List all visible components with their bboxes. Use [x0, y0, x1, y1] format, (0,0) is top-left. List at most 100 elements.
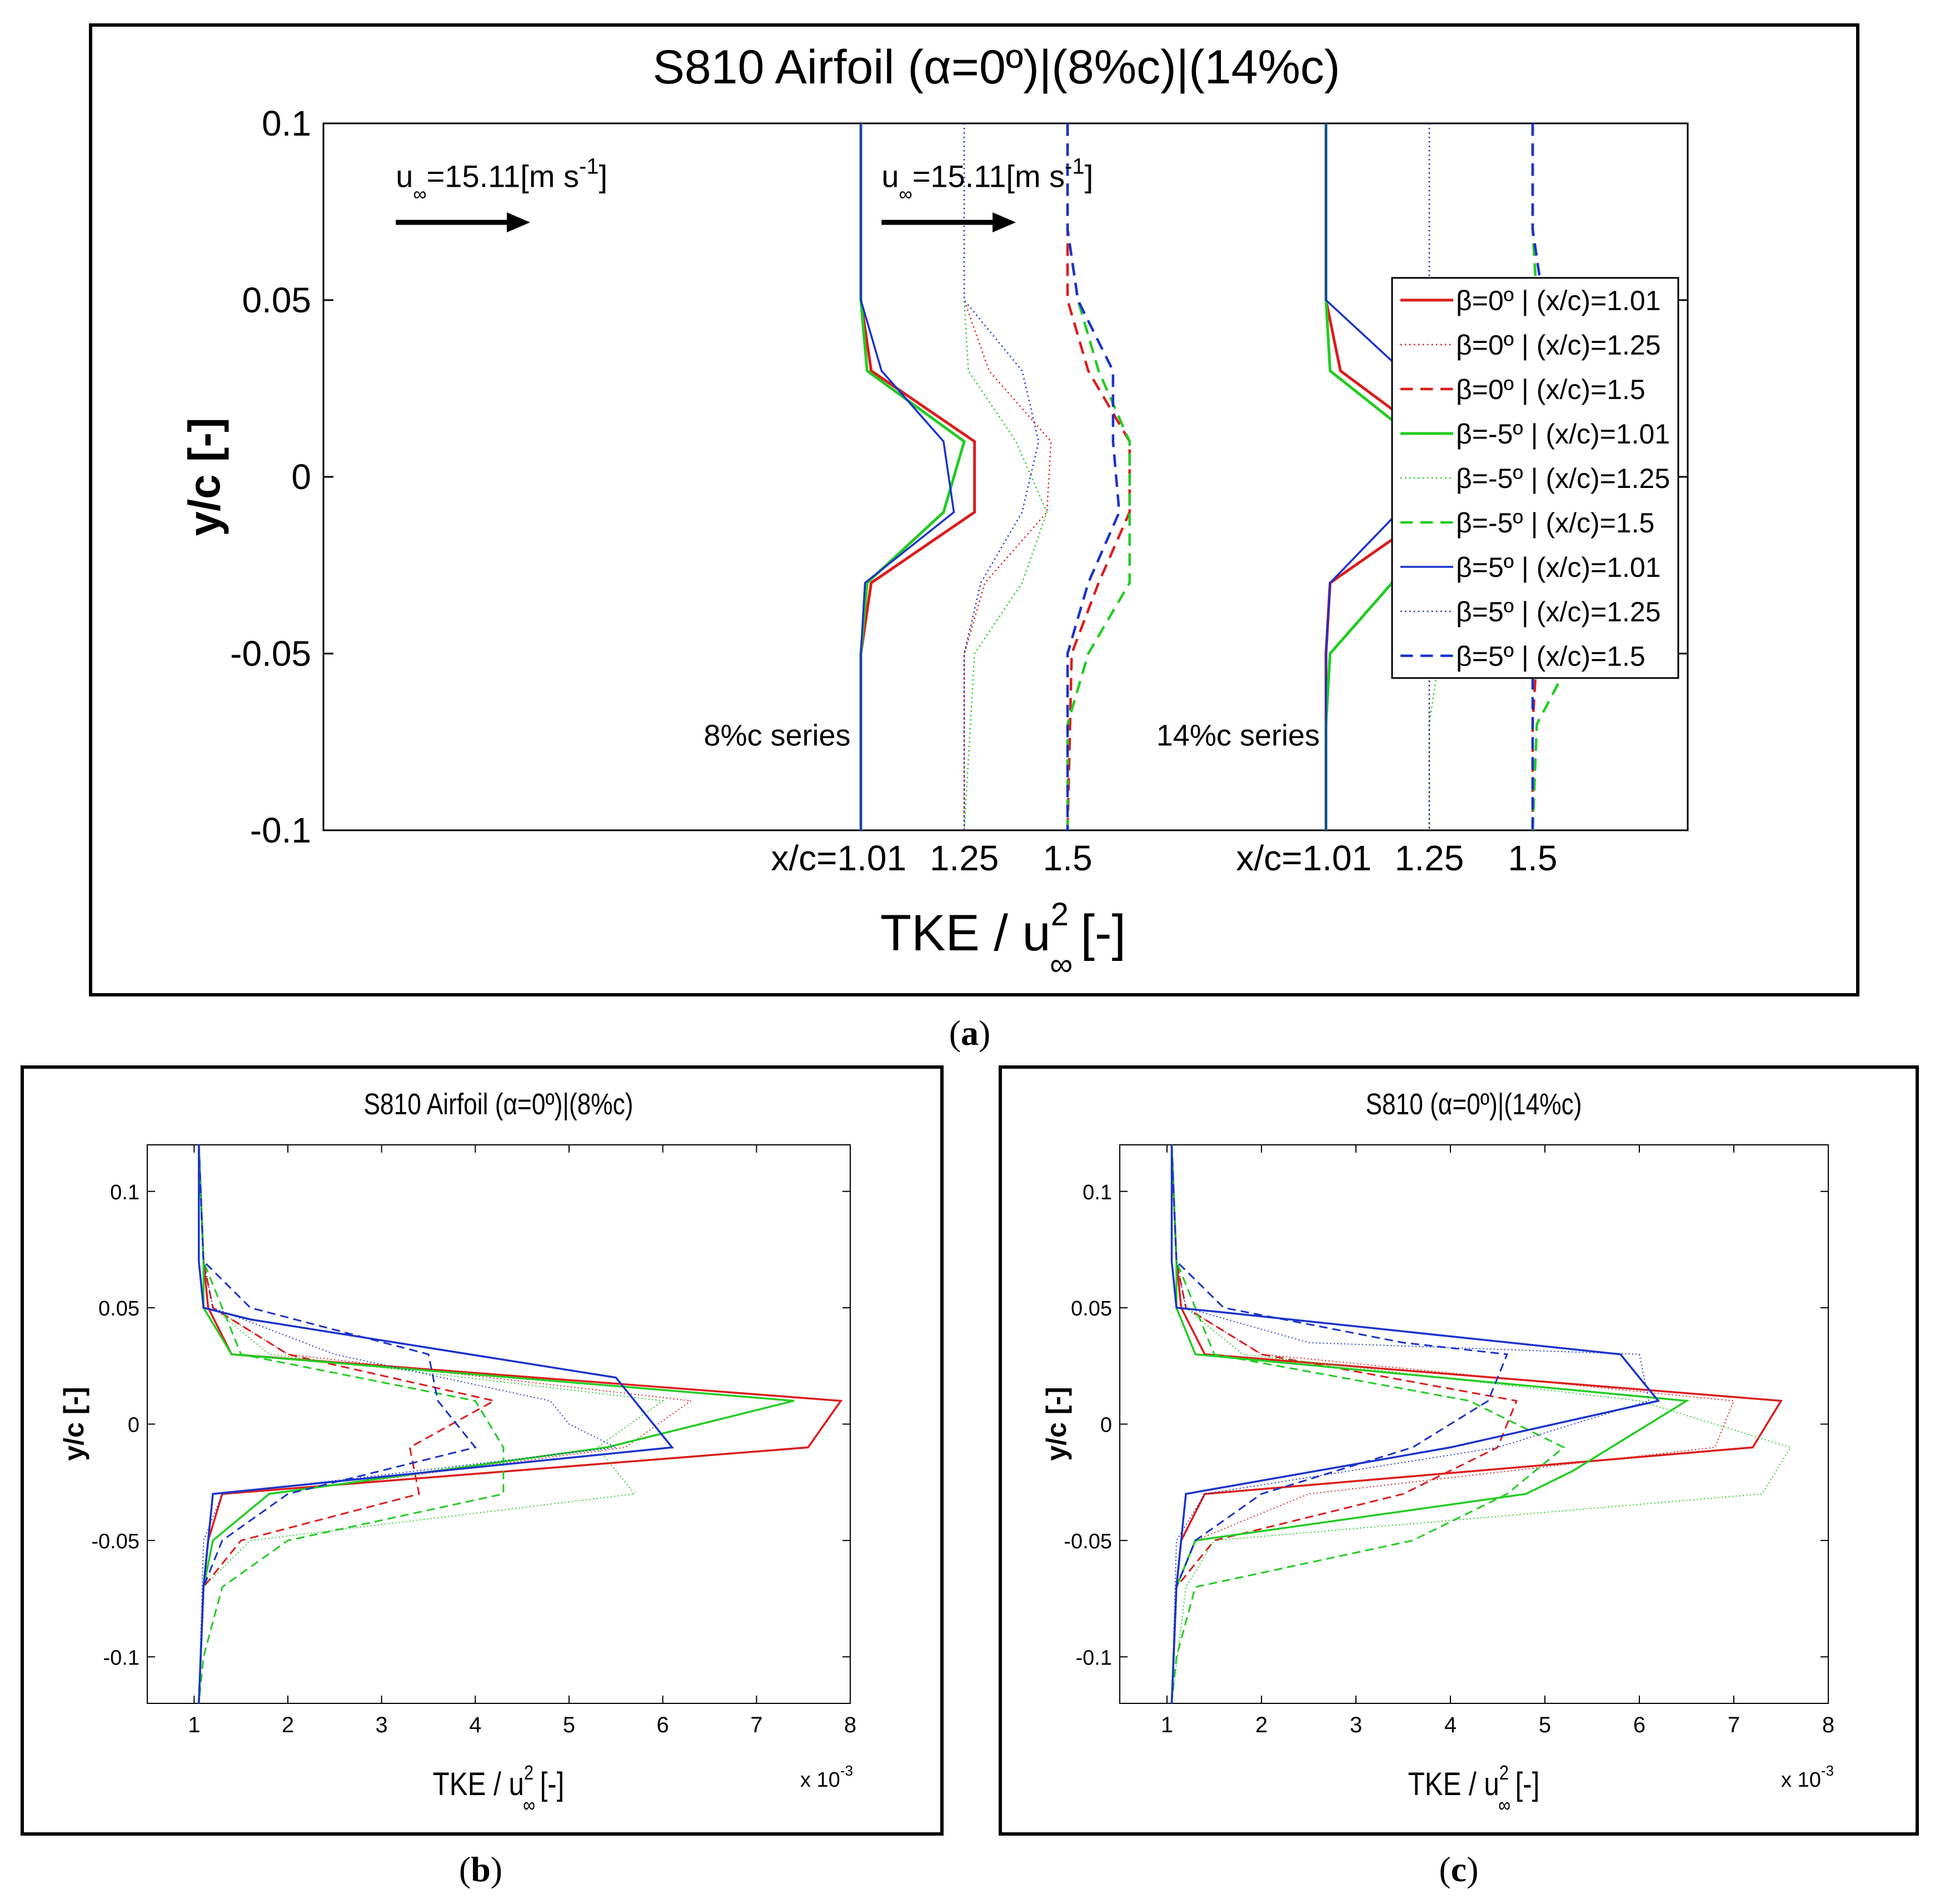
- flow-arrow-head: [993, 212, 1016, 233]
- panel-c: S810 (α=0º)|(14%c) y/c [-] 0.1 0.05 0 -0.05…: [999, 1065, 1919, 1836]
- xtick-label: 6: [657, 1713, 669, 1737]
- a-xtick-label: 1.25: [1395, 838, 1464, 878]
- panel-c-ylabel: y/c [-]: [1041, 1387, 1072, 1461]
- legend-item-label: β=0º | (x/c)=1.25: [1456, 330, 1661, 361]
- panel-c-ticks: 0.1 0.05 0 -0.05 -0.1 1 2 3 4 5 6 7 8: [1064, 1145, 1834, 1737]
- series-line-5-x-c-1-25: [1171, 1144, 1792, 1704]
- series-line-0-x-c-1-25: [198, 1144, 693, 1704]
- ytick-label: 0: [128, 1414, 139, 1437]
- panel-b-caption: (b): [459, 1850, 502, 1889]
- panel-c-multiplier-exp: -3: [1821, 1762, 1834, 1779]
- legend-item-label: β=5º | (x/c)=1.01: [1456, 552, 1661, 583]
- legend-box: [1391, 277, 1679, 679]
- ytick-label: 0: [1100, 1414, 1112, 1437]
- velocity-label-part: -1: [1065, 154, 1085, 178]
- ytick-label: -0.05: [91, 1530, 139, 1553]
- velocity-label-part: ]: [1085, 158, 1094, 193]
- ytick-label: 0.05: [1071, 1297, 1112, 1320]
- series-line-8-c-5-x-c-1-25: [963, 123, 1040, 830]
- xtick-label: 2: [282, 1713, 294, 1737]
- panel-a-xlabel-sup: 2: [1051, 896, 1069, 933]
- a-ytick-label: -0.05: [230, 634, 311, 674]
- series-group-label: 14%c series: [1156, 719, 1320, 752]
- xtick-label: 1: [1161, 1713, 1173, 1737]
- panel-a-title: S810 Airfoil (α=0º)|(8%c)|(14%c): [652, 41, 1340, 94]
- xtick-label: 4: [469, 1713, 481, 1737]
- legend-item-label: β=5º | (x/c)=1.25: [1456, 596, 1661, 627]
- xtick-label: 3: [1350, 1713, 1362, 1737]
- series-group-label: 8%c series: [704, 719, 850, 752]
- a-ytick-label: 0.1: [262, 103, 311, 143]
- a-xtick-label: x/c=1.01: [771, 838, 906, 878]
- velocity-label-part: ]: [599, 158, 608, 193]
- panel-b-xlabel-sub: ∞: [523, 1795, 535, 1817]
- a-ytick-label: 0.05: [242, 280, 311, 320]
- xtick-label: 2: [1255, 1713, 1268, 1737]
- xtick-label: 6: [1633, 1713, 1645, 1737]
- panel-b-series: [198, 1144, 843, 1704]
- a-xtick-label: 1.5: [1043, 838, 1093, 878]
- panel-c-series: [1170, 1144, 1792, 1704]
- xtick-label: 5: [563, 1713, 575, 1737]
- panel-c-xlabel: TKE / u2 ∞[-]: [1408, 1762, 1540, 1817]
- panel-c-axes: [1119, 1144, 1829, 1704]
- a-xtick-label: 1.25: [930, 838, 999, 878]
- flow-arrow-head: [506, 212, 530, 233]
- panel-b-multiplier-base: x 10: [800, 1768, 840, 1792]
- panel-a-frame: [89, 23, 1859, 996]
- velocity-label-part: =15.11[m s: [427, 158, 579, 193]
- legend-item-label: β=0º | (x/c)=1.5: [1456, 374, 1645, 405]
- panel-b-multiplier-exp: -3: [840, 1762, 853, 1779]
- panel-a-caption: (a): [949, 1013, 991, 1053]
- series-line-8-c-5-x-c-1-5: [1066, 123, 1121, 830]
- xtick-label: 5: [1539, 1713, 1551, 1737]
- panel-a-xlabel-sub: ∞: [1050, 946, 1073, 983]
- legend-item-label: β=-5º | (x/c)=1.01: [1456, 418, 1670, 450]
- panel-a-xlabel-tail: [-]: [1080, 905, 1126, 961]
- panel-b-frame: [21, 1065, 944, 1836]
- ytick-label: -0.05: [1064, 1530, 1112, 1553]
- xtick-label: 4: [1444, 1713, 1457, 1737]
- ytick-label: -0.1: [1076, 1646, 1112, 1669]
- velocity-label-part: ∞: [413, 183, 426, 205]
- xtick-label: 7: [750, 1713, 762, 1737]
- ytick-label: 0.1: [110, 1181, 139, 1204]
- a-xtick-label: x/c=1.01: [1236, 838, 1372, 878]
- velocity-label-part: u: [396, 158, 413, 193]
- a-xtick-label: 1.5: [1508, 838, 1558, 878]
- ytick-label: 0.1: [1083, 1181, 1112, 1204]
- series-line-5-x-c-1-01: [198, 1144, 795, 1704]
- series-line-5-x-c-1-5: [198, 1144, 477, 1704]
- panel-c-multiplier: x 10-3: [1781, 1762, 1834, 1792]
- panel-c-xlabel-tail: [-]: [1515, 1766, 1540, 1802]
- xtick-label: 1: [188, 1713, 200, 1737]
- panel-c-frame: [999, 1065, 1919, 1836]
- velocity-label-part: ∞: [899, 183, 912, 205]
- panel-b-xlabel: TKE / u2 ∞[-]: [433, 1762, 565, 1817]
- velocity-label-part: -1: [579, 154, 599, 178]
- panel-b: S810 Airfoil (α=0º)|(8%c) y/c [-] 0.1 0.0…: [21, 1065, 944, 1836]
- ytick-label: -0.1: [103, 1646, 139, 1669]
- panel-b-title: S810 Airfoil (α=0º)|(8%c): [364, 1088, 634, 1121]
- xtick-label: 7: [1728, 1713, 1740, 1737]
- panel-c-xlabel-sub: ∞: [1498, 1795, 1510, 1817]
- panel-b-ylabel: y/c [-]: [58, 1387, 89, 1461]
- ytick-label: 0.05: [98, 1297, 139, 1320]
- panel-c-title: S810 (α=0º)|(14%c): [1365, 1088, 1582, 1121]
- panel-a-legend: β=0º | (x/c)=1.01 β=0º | (x/c)=1.25 β=0º |…: [1391, 277, 1679, 679]
- a-ytick-label: 0: [291, 457, 311, 497]
- panel-b-xlabel-sup: 2: [524, 1762, 533, 1785]
- series-line-0-x-c-1-5: [198, 1144, 497, 1704]
- xtick-label: 8: [1822, 1713, 1834, 1737]
- panel-c-caption-letter: c: [1451, 1850, 1467, 1889]
- panel-b-multiplier: x 10-3: [800, 1762, 853, 1792]
- velocity-label-part: u: [881, 158, 899, 193]
- freestream-velocity-label: u∞=15.11[m s-1]: [396, 154, 607, 205]
- a-ytick-label: -0.1: [250, 810, 311, 850]
- panel-c-multiplier-base: x 10: [1781, 1768, 1821, 1792]
- series-line-5-x-c-1-5: [198, 1144, 505, 1704]
- panel-b-axes: [147, 1144, 851, 1704]
- xtick-label: 8: [844, 1713, 856, 1737]
- panel-b-ticks: 0.1 0.05 0 -0.05 -0.1 1 2 3 4 5 6 7 8: [91, 1145, 856, 1737]
